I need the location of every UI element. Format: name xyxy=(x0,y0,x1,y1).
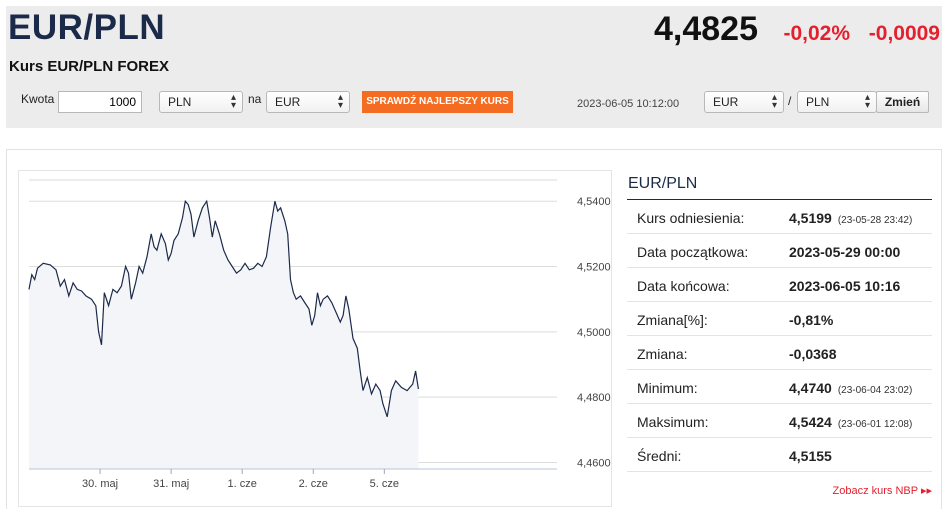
info-row-value-text: 4,5424 xyxy=(789,414,832,430)
nbp-rate-link[interactable]: Zobacz kurs NBP ▸▸ xyxy=(832,485,932,497)
pair-quote-value: PLN xyxy=(806,95,830,109)
info-row-value: 2023-06-05 10:16 xyxy=(789,278,900,294)
y-tick-label: 4,4600 xyxy=(577,457,611,469)
info-row-value-text: 4,4740 xyxy=(789,380,832,396)
info-row: Kurs odniesienia: 4,5199 (23-05-28 23:42) xyxy=(627,200,932,234)
x-tick-label: 2. cze xyxy=(299,478,328,490)
info-row-label: Zmiana: xyxy=(637,346,688,362)
x-tick-label: 1. cze xyxy=(228,478,257,490)
info-row-label: Zmiana[%]: xyxy=(637,312,708,328)
pair-quote-select[interactable]: PLN ▴ ▾ xyxy=(797,91,877,113)
to-currency-value: EUR xyxy=(275,95,301,109)
quote-timestamp: 2023-06-05 10:12:00 xyxy=(577,98,680,110)
chart-container: 4,4600 4,4800 4,5000 4,5200 4,5400 30. maj 31.… xyxy=(18,170,612,507)
x-tick-label: 5. cze xyxy=(370,478,399,490)
change-percent: -0,02% xyxy=(783,22,850,45)
info-row-label: Data początkowa: xyxy=(637,244,749,260)
best-rate-button[interactable]: SPRAWDŹ NAJLEPSZY KURS xyxy=(362,91,513,113)
info-row: Data początkowa: 2023-05-29 00:00 xyxy=(627,234,932,268)
info-row-note: (23-05-28 23:42) xyxy=(837,215,913,226)
info-row-value-text: 2023-05-29 00:00 xyxy=(789,244,901,260)
y-tick-label: 4,5400 xyxy=(577,196,611,208)
content-panel xyxy=(6,149,942,509)
to-label: na xyxy=(248,92,262,106)
x-tick-label: 31. maj xyxy=(153,478,189,490)
info-row-note: (23-06-01 12:08) xyxy=(837,419,913,430)
info-row-value-text: 4,5155 xyxy=(789,448,832,464)
info-row-label: Kurs odniesienia: xyxy=(637,210,745,226)
info-row-label: Maksimum: xyxy=(637,414,709,430)
info-row-value: -0,81% xyxy=(789,312,833,328)
info-row-value: 4,5424 (23-06-01 12:08) xyxy=(789,414,912,430)
select-arrows-icon: ▴ ▾ xyxy=(864,92,870,111)
pair-subtitle: Kurs EUR/PLN FOREX xyxy=(9,58,170,75)
info-row-note: (23-06-04 23:02) xyxy=(837,385,913,396)
info-row: Zmiana: -0,0368 xyxy=(627,336,932,370)
info-title: EUR/PLN xyxy=(628,175,698,192)
pair-base-value: EUR xyxy=(713,95,739,109)
select-arrows-icon: ▴ ▾ xyxy=(771,92,777,111)
series-line xyxy=(28,199,419,417)
current-price: 4,4825 xyxy=(654,10,758,48)
select-arrows-icon: ▴ ▾ xyxy=(230,92,236,111)
select-arrows-icon: ▴ ▾ xyxy=(337,92,343,111)
info-row-value-text: 4,5199 xyxy=(789,210,832,226)
info-row-value: 4,5199 (23-05-28 23:42) xyxy=(789,210,912,226)
amount-label: Kwota xyxy=(21,92,55,106)
to-currency-select[interactable]: EUR ▴ ▾ xyxy=(266,91,350,113)
info-row-label: Średni: xyxy=(637,448,682,464)
x-tick-label: 30. maj xyxy=(82,478,118,490)
y-tick-label: 4,4800 xyxy=(577,392,611,404)
y-tick-label: 4,5000 xyxy=(577,327,611,339)
change-pair-button[interactable]: Zmień xyxy=(876,91,929,113)
info-row-value-text: -0,0368 xyxy=(789,346,837,362)
info-row-label: Minimum: xyxy=(637,380,698,396)
info-row: Data końcowa: 2023-06-05 10:16 xyxy=(627,268,932,302)
price-chart: 4,4600 4,4800 4,5000 4,5200 4,5400 30. maj 31.… xyxy=(28,179,611,490)
series-area xyxy=(29,201,419,469)
pair-base-select[interactable]: EUR ▴ ▾ xyxy=(704,91,784,113)
from-currency-select[interactable]: PLN ▴ ▾ xyxy=(159,91,243,113)
from-currency-value: PLN xyxy=(168,95,192,109)
info-row: Maksimum: 4,5424 (23-06-01 12:08) xyxy=(627,404,932,438)
info-row-value-text: -0,81% xyxy=(789,312,834,328)
pair-title: EUR/PLN xyxy=(8,8,166,47)
y-tick-label: 4,5200 xyxy=(577,262,611,274)
info-row-value: 4,4740 (23-06-04 23:02) xyxy=(789,380,912,396)
info-row-label: Data końcowa: xyxy=(637,278,730,294)
info-row-value: -0,0368 xyxy=(789,346,836,362)
info-row-value-text: 2023-06-05 10:16 xyxy=(789,278,901,294)
info-row: Średni: 4,5155 xyxy=(627,438,932,472)
change-absolute: -0,0009 xyxy=(868,22,940,45)
info-row-value: 2023-05-29 00:00 xyxy=(789,244,900,260)
info-row-value: 4,5155 xyxy=(789,448,832,464)
info-divider xyxy=(627,199,932,200)
amount-input[interactable] xyxy=(58,91,142,113)
info-row: Minimum: 4,4740 (23-06-04 23:02) xyxy=(627,370,932,404)
info-row: Zmiana[%]: -0,81% xyxy=(627,302,932,336)
pair-separator: / xyxy=(788,94,792,108)
